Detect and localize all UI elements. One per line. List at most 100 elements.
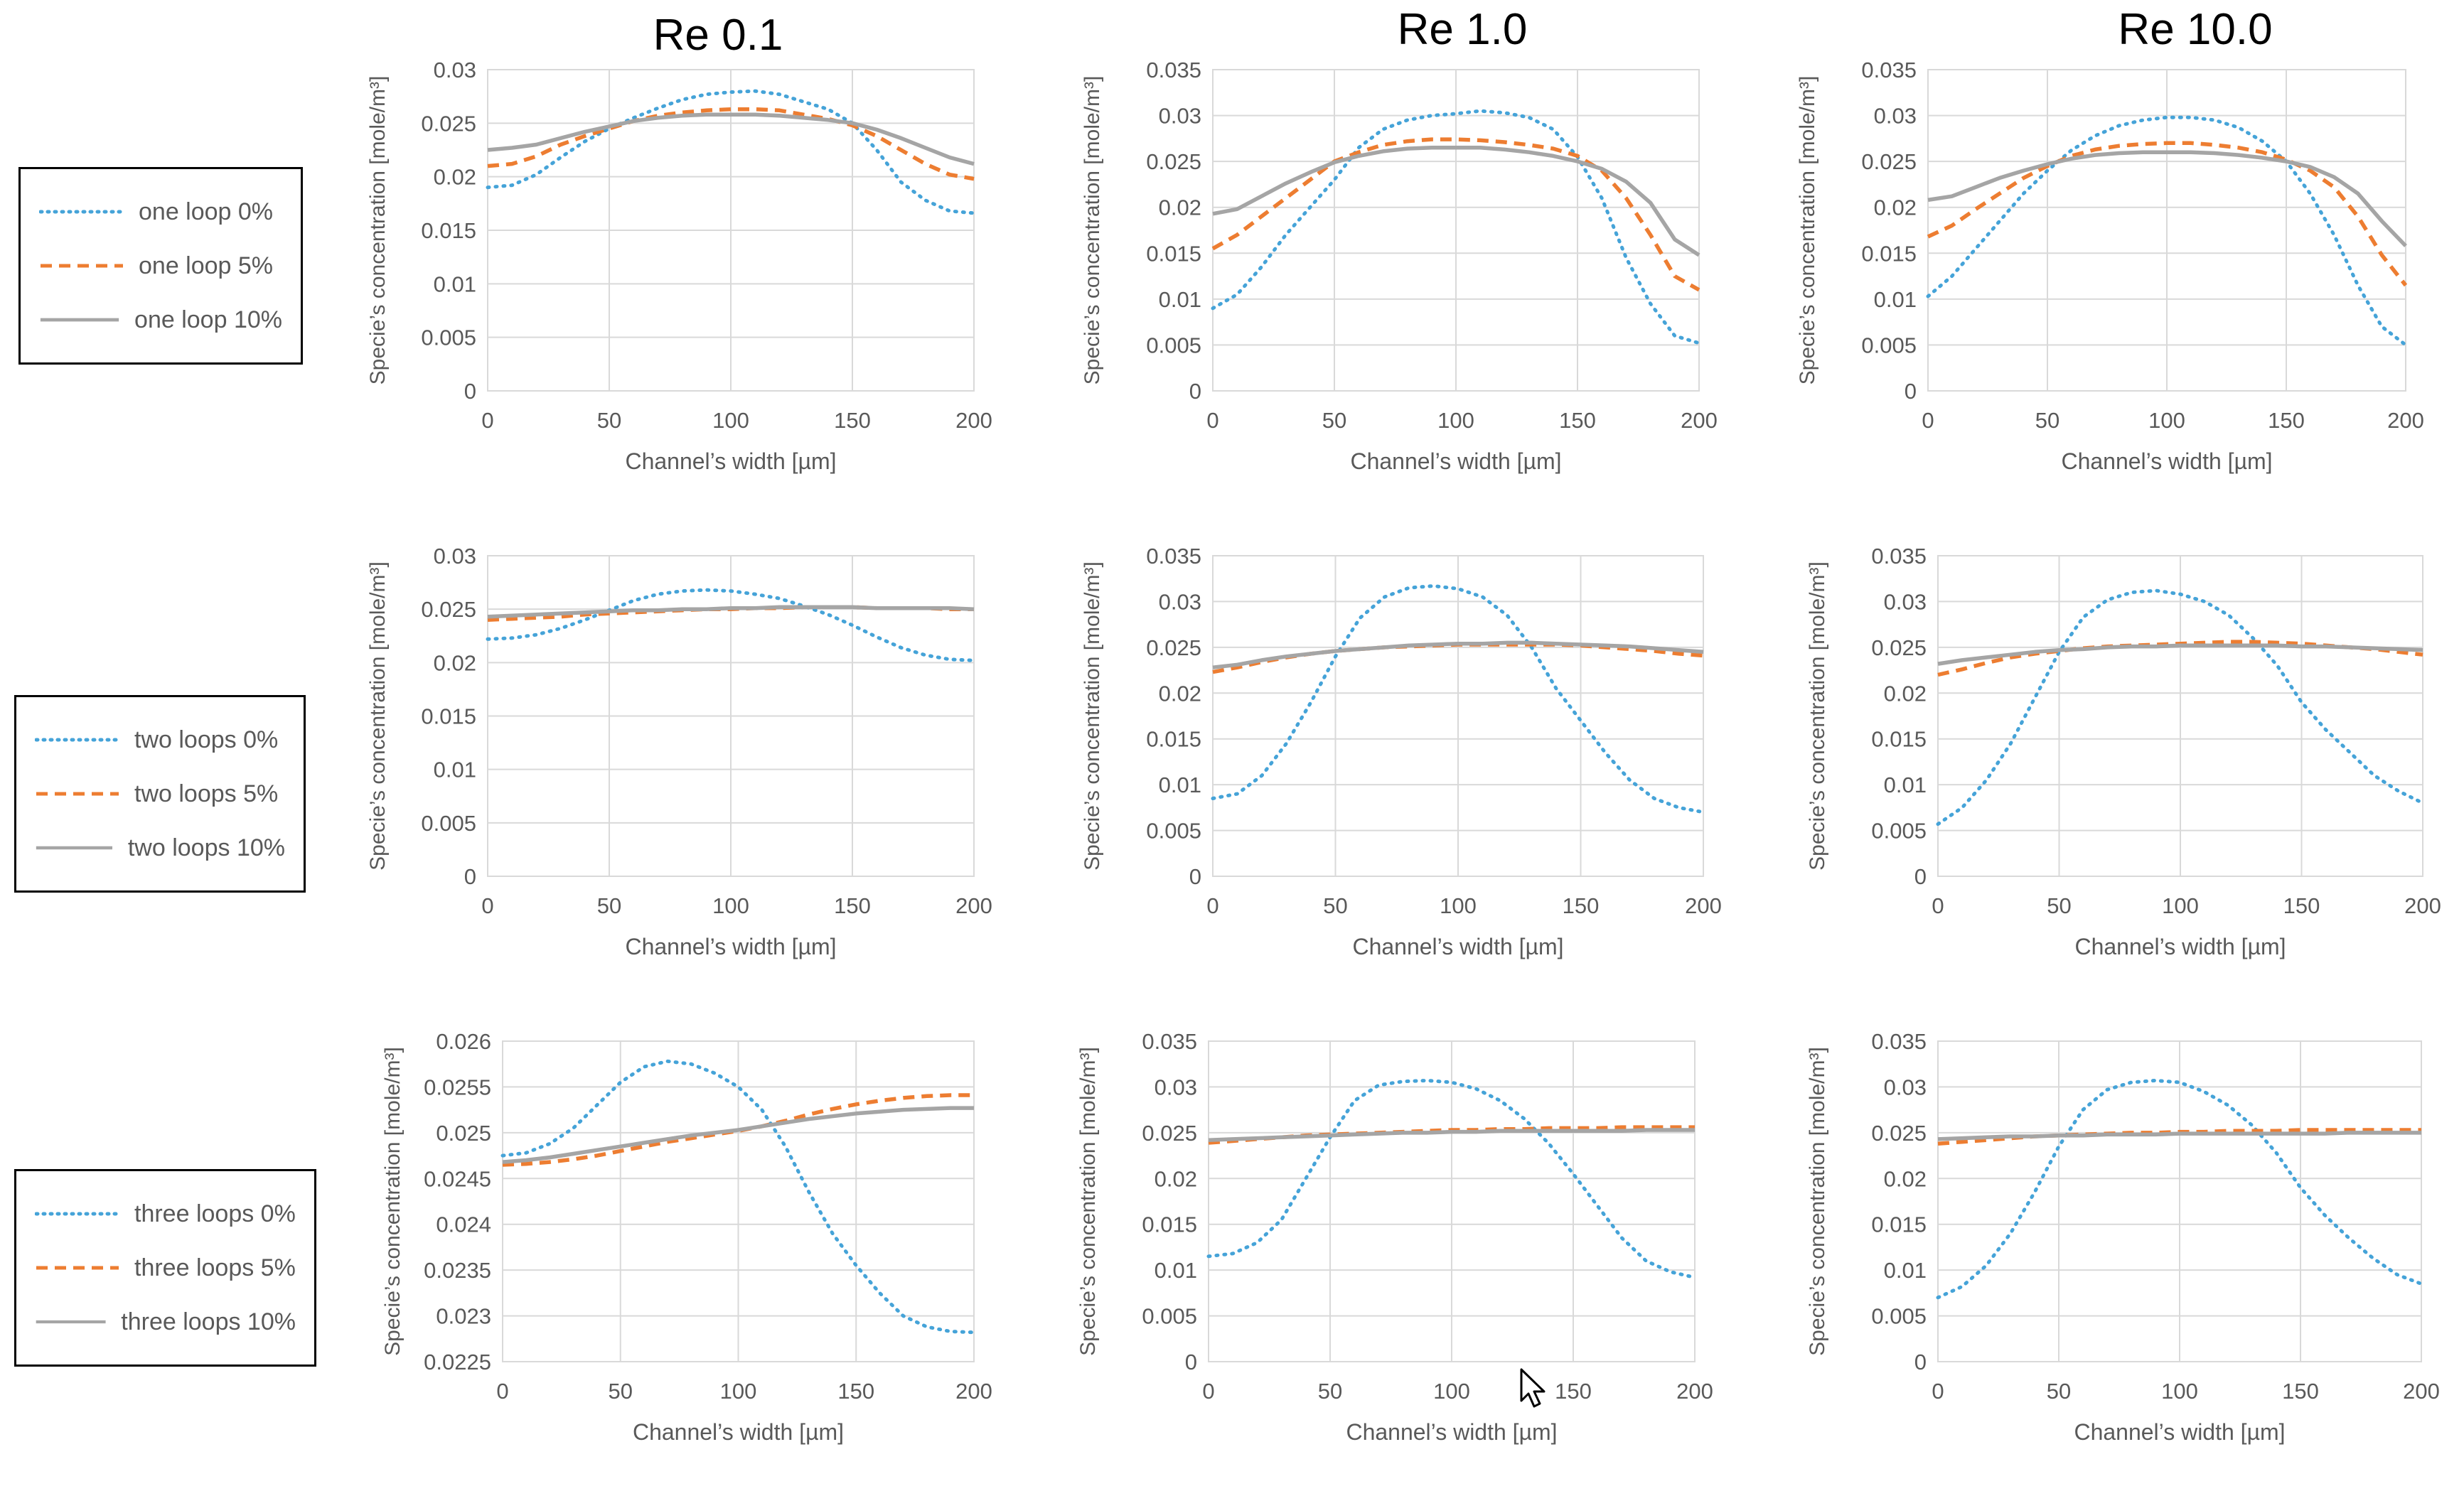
y-tick-label: 0 [1185,1350,1197,1374]
legend-label: two loops 5% [134,780,279,807]
y-tick-label: 0.015 [1871,1212,1927,1237]
x-tick-label: 0 [481,408,493,433]
series-line-solid [1212,146,1700,257]
y-tick-label: 0.025 [1861,149,1917,174]
legend-swatch-dashed [41,264,123,268]
legend-swatch-solid [40,318,119,322]
y-tick-label: 0.015 [1146,241,1201,266]
legend-one-loop: one loop 0% one loop 5% one loop 10% [18,167,303,365]
legend-swatch-dotted [35,1212,120,1216]
y-tick-label: 0.015 [1146,727,1201,752]
y-tick-label: 0.026 [436,1029,491,1054]
x-axis-label: Channel’s width [µm] [625,934,836,959]
series-line-solid [1208,1128,1695,1142]
y-tick-label: 0 [1914,1350,1927,1374]
y-tick-label: 0 [1189,864,1201,889]
legend-swatch-solid [36,846,113,850]
x-tick-label: 0 [1932,1379,1944,1404]
y-tick-label: 0.005 [421,325,476,350]
series-line-solid [1212,640,1704,669]
y-tick-label: 0.015 [1861,241,1917,266]
x-tick-label: 100 [712,893,749,918]
y-tick-label: 0.02 [1884,681,1927,706]
legend-swatch-dashed [36,792,119,796]
x-tick-label: 150 [2283,893,2320,918]
y-tick-label: 0.02 [1884,1166,1927,1191]
x-tick-label: 150 [1559,408,1596,433]
legend-label: one loop 10% [134,306,282,333]
legend-item: one loop 5% [39,239,282,293]
y-tick-label: 0 [464,864,476,889]
y-tick-label: 0.0255 [424,1075,491,1099]
series-line-dotted [1211,584,1705,814]
x-tick-label: 150 [834,408,871,433]
legend-item: three loops 0% [35,1187,296,1241]
x-tick-label: 100 [1440,893,1477,918]
y-tick-label: 0.03 [1159,104,1201,129]
x-axis-label: Channel’s width [µm] [1352,934,1563,959]
y-tick-label: 0.01 [1155,1258,1197,1283]
x-axis-label: Channel’s width [µm] [633,1419,844,1445]
x-tick-label: 0 [1932,893,1944,918]
x-tick-label: 100 [1437,408,1474,433]
legend-item: two loops 0% [35,713,285,767]
x-tick-label: 0 [481,893,493,918]
series-line-solid [1927,150,2407,247]
y-tick-label: 0.015 [421,218,476,243]
x-tick-label: 50 [2047,1379,2071,1404]
x-axis-label: Channel’s width [µm] [2074,934,2286,959]
legend-item: two loops 5% [35,767,285,821]
x-tick-label: 100 [2148,408,2185,433]
column-title-re-1-0: Re 1.0 [1397,5,1528,54]
y-tick-label: 0.03 [1159,589,1201,614]
x-tick-label: 50 [597,408,621,433]
x-tick-label: 0 [496,1379,508,1404]
y-tick-label: 0.035 [1142,1029,1197,1054]
y-axis-label: Specie’s concentration [mole/m³] [366,561,390,871]
y-tick-label: 0.025 [1146,635,1201,660]
x-tick-label: 200 [955,408,992,433]
x-tick-label: 200 [2404,893,2441,918]
series-line-dashed [502,1093,974,1167]
legend-label: one loop 0% [139,198,274,225]
y-tick-label: 0.02 [1155,1166,1197,1191]
y-axis-label: Specie’s concentration [mole/m³] [381,1047,405,1356]
x-tick-label: 150 [834,893,871,918]
series-line-dotted [1936,1078,2423,1300]
y-axis-label: Specie’s concentration [mole/m³] [1081,561,1104,871]
legend-swatch-dashed [36,1266,119,1270]
y-tick-label: 0 [1905,379,1917,404]
chart-panel: 0 0.005 0.01 0.015 0.02 0.025 0.03 0 50 100 150 200… [366,58,992,474]
series-line-solid [487,605,975,619]
x-tick-label: 200 [1681,408,1718,433]
y-tick-label: 0.03 [1884,589,1927,614]
x-tick-label: 200 [955,893,992,918]
series-line-dotted [486,89,976,215]
y-tick-label: 0.03 [1874,104,1917,129]
legend-three-loops: three loops 0% three loops 5% three loop… [14,1169,316,1367]
y-tick-label: 0.01 [1159,773,1201,797]
y-axis-label: Specie’s concentration [mole/m³] [1796,76,1819,385]
y-tick-label: 0.005 [1146,333,1201,357]
y-tick-label: 0.023 [436,1304,491,1329]
series-line-dotted [486,588,976,662]
mouse-cursor-icon [1520,1368,1546,1408]
x-tick-label: 200 [955,1379,992,1404]
y-axis-label: Specie’s concentration [mole/m³] [1806,1047,1829,1356]
y-tick-label: 0.024 [436,1212,491,1237]
y-axis-label: Specie’s concentration [mole/m³] [1081,76,1104,385]
y-tick-label: 0.015 [1142,1212,1197,1237]
y-tick-label: 0.01 [1884,773,1927,797]
chart-panel: 0 0.005 0.01 0.015 0.02 0.025 0.03 0.035 0 50 100 1… [1806,544,2441,959]
legend-two-loops: two loops 0% two loops 5% two loops 10% [14,695,306,893]
y-tick-label: 0.035 [1861,58,1917,82]
x-tick-label: 50 [2035,408,2059,433]
series-line-solid [502,1106,974,1164]
series-line-solid [1937,1131,2421,1141]
column-title-re-10-0: Re 10.0 [2118,5,2273,54]
x-tick-label: 200 [2387,408,2424,433]
y-tick-label: 0.025 [1871,1121,1927,1146]
legend-item: one loop 0% [39,185,282,239]
legend-label: three loops 10% [121,1308,296,1335]
